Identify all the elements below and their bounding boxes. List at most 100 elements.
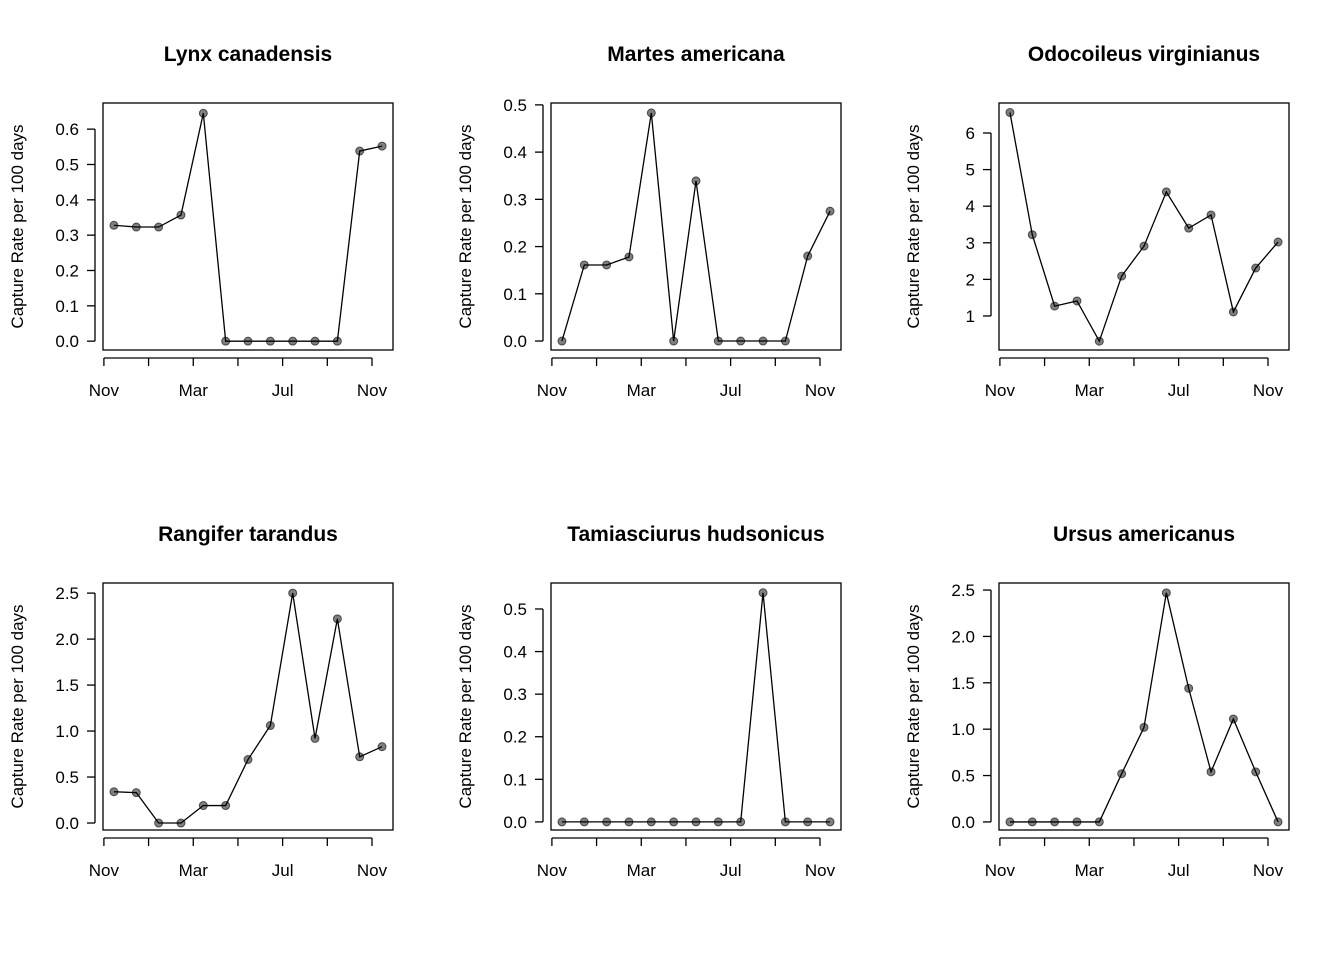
y-tick-label: 0.0 (503, 813, 527, 832)
data-point (736, 817, 746, 827)
x-tick-label: Jul (720, 861, 742, 880)
y-tick-label: 0.1 (503, 770, 527, 789)
plot-box (998, 582, 1290, 831)
y-tick-label: 4 (966, 197, 975, 216)
data-point (803, 817, 813, 827)
x-tick-label: Jul (720, 381, 742, 400)
y-tick-label: 0.1 (503, 285, 527, 304)
y-axis-label: Capture Rate per 100 days (456, 604, 475, 808)
y-tick-label: 2.5 (951, 581, 975, 600)
data-point (1228, 714, 1238, 724)
y-tick-label: 0.3 (503, 685, 527, 704)
x-tick-label: Nov (1253, 381, 1284, 400)
x-tick-label: Mar (627, 861, 657, 880)
data-point (803, 251, 813, 261)
data-point (332, 614, 342, 624)
x-tick-label: Mar (1075, 381, 1105, 400)
data-point (1094, 817, 1104, 827)
x-tick-label: Jul (1168, 861, 1190, 880)
y-tick-label: 0.5 (503, 600, 527, 619)
data-point (646, 108, 656, 118)
plot-box (102, 582, 394, 831)
data-point (176, 818, 186, 828)
x-tick-label: Jul (272, 381, 294, 400)
plot-box (550, 582, 842, 831)
y-tick-label: 0.2 (55, 261, 79, 280)
x-tick-label: Nov (89, 381, 120, 400)
data-point (646, 817, 656, 827)
data-point (669, 817, 679, 827)
data-point (1161, 187, 1171, 197)
y-tick-label: 2.0 (55, 630, 79, 649)
data-point (288, 588, 298, 598)
panel-title: Lynx canadensis (164, 43, 332, 66)
y-tick-label: 1.0 (55, 722, 79, 741)
y-axis-label: Capture Rate per 100 days (904, 124, 923, 328)
data-point (154, 818, 164, 828)
x-tick-label: Nov (985, 861, 1016, 880)
data-point (557, 817, 567, 827)
data-point (310, 336, 320, 346)
data-point (1206, 767, 1216, 777)
y-tick-label: 2.5 (55, 584, 79, 603)
y-tick-label: 0.5 (503, 96, 527, 115)
data-point (131, 788, 141, 798)
series-line (561, 592, 831, 823)
data-point (1139, 241, 1149, 251)
data-point (176, 210, 186, 220)
data-point (602, 817, 612, 827)
plot-box (998, 102, 1290, 351)
data-point (1117, 271, 1127, 281)
x-tick-label: Mar (179, 861, 209, 880)
data-point (1184, 683, 1194, 693)
panel: Odocoileus virginianus Capture Rate per 1… (904, 43, 1290, 400)
x-tick-label: Nov (357, 861, 388, 880)
series-line (113, 593, 383, 824)
data-point (154, 222, 164, 232)
data-point (825, 206, 835, 216)
series-line (1009, 112, 1279, 343)
y-tick-label: 3 (966, 234, 975, 253)
data-point (221, 801, 231, 811)
panel-title: Tamiasciurus hudsonicus (567, 523, 825, 546)
data-point (1251, 767, 1261, 777)
data-point (1184, 223, 1194, 233)
data-point (355, 752, 365, 762)
data-point (624, 252, 634, 262)
y-tick-label: 0.0 (55, 814, 79, 833)
plot-box (550, 102, 842, 351)
data-point (221, 336, 231, 346)
panel: Lynx canadensis Capture Rate per 100 days… (8, 43, 394, 400)
panel: Rangifer tarandus Capture Rate per 100 da… (8, 523, 394, 880)
panel-title: Odocoileus virginianus (1028, 43, 1260, 66)
x-tick-label: Nov (537, 381, 568, 400)
data-point (1228, 307, 1238, 317)
data-point (1005, 108, 1015, 118)
y-tick-label: 0.4 (503, 143, 527, 162)
data-point (1273, 237, 1283, 247)
data-point (1139, 722, 1149, 732)
data-point (355, 146, 365, 156)
data-point (1027, 230, 1037, 240)
plot-box (102, 102, 394, 351)
data-point (198, 108, 208, 118)
y-axis-label: Capture Rate per 100 days (904, 604, 923, 808)
y-tick-label: 6 (966, 124, 975, 143)
data-point (758, 336, 768, 346)
series-line (561, 112, 831, 342)
y-tick-label: 0.5 (55, 768, 79, 787)
data-point (691, 176, 701, 186)
panel-title: Martes americana (607, 43, 785, 66)
y-tick-label: 0.1 (55, 297, 79, 316)
x-tick-label: Mar (179, 381, 209, 400)
y-tick-label: 0.2 (503, 728, 527, 747)
data-point (713, 817, 723, 827)
y-axis-label: Capture Rate per 100 days (8, 124, 27, 328)
data-point (1005, 817, 1015, 827)
data-point (1251, 263, 1261, 273)
data-point (758, 588, 768, 598)
data-point (265, 721, 275, 731)
y-tick-label: 0.0 (503, 332, 527, 351)
data-point (579, 260, 589, 270)
data-point (377, 141, 387, 151)
